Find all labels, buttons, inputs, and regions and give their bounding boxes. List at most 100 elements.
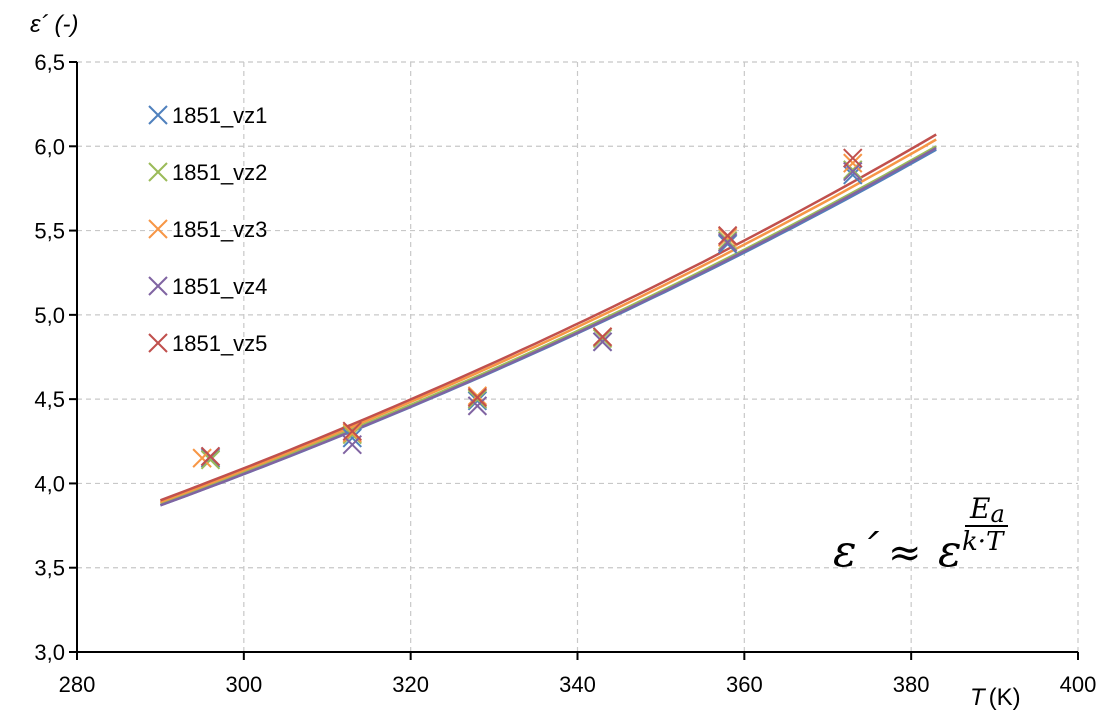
legend-item-1851_vz4: 1851_vz4 [148,274,267,299]
data-point-1851_vz5-stroke-b [467,387,488,408]
data-point-1851_vz2-stroke-b [342,424,362,445]
data-point-1851_vz5 [843,148,863,168]
data-point-1851_vz2 [717,230,738,251]
data-point-1851_vz5 [342,421,362,441]
legend-label: 1851_vz1 [172,103,267,128]
data-point-1851_vz1 [717,234,738,254]
x-tick-label: 340 [559,672,596,697]
y-tick-label: 5,5 [34,219,65,244]
data-point-1851_vz4-stroke-b [592,332,613,352]
formula-annotation: ε´ ≈ ε Ea k·T [833,492,1008,577]
formula-exp-numerator: Ea [969,492,1005,528]
legend-marker-1851_vz4-stroke-b [148,276,168,296]
data-point-1851_vz2 [200,450,221,470]
data-point-1851_vz5 [467,387,488,408]
axes [69,61,1079,660]
data-point-1851_vz3 [467,386,488,406]
fit-line-1851_vz5 [159,133,937,502]
data-point-1851_vz2-stroke-b [592,328,613,349]
legend-item-1851_vz2: 1851_vz2 [148,160,267,185]
fit-line-1851_vz3 [159,138,937,504]
data-point-1851_vz5 [200,446,221,467]
data-point-1851_vz4-stroke-b [717,232,738,253]
y-tick-label: 4,0 [34,471,65,496]
grid [77,61,1079,652]
data-point-1851_vz4 [592,332,613,352]
y-tick-label: 5,0 [34,303,65,328]
legend-label: 1851_vz2 [172,160,267,185]
legend-marker-1851_vz2 [148,162,168,182]
data-point-1851_vz5-stroke-b [717,225,738,246]
fit-line-1851_vz4 [159,146,937,507]
x-tick-label: 320 [392,672,429,697]
data-point-1851_vz1-stroke-b [717,234,738,254]
legend-marker-1851_vz4 [148,276,168,296]
data-point-1851_vz2 [592,328,613,349]
data-point-1851_vz3 [843,153,863,173]
x-tick-labels: 280 300 320 340 360 380 400 [59,672,1097,697]
y-tick-label: 6,5 [34,50,65,75]
formula-exp-denominator: k·T [962,527,1005,557]
data-point-1851_vz3-stroke-b [467,386,488,406]
data-point-1851_vz3 [717,227,738,248]
data-point-1851_vz5-stroke-b [342,421,362,441]
legend-label: 1851_vz4 [172,274,267,299]
y-tick-label: 3,0 [34,640,65,665]
x-axis-title: T (K) [970,684,1021,711]
data-point-1851_vz5-stroke-b [200,446,221,467]
data-point-1851_vz1-stroke-b [467,391,488,411]
x-tick-label: 380 [893,672,930,697]
data-point-1851_vz4-stroke-b [342,434,362,455]
data-point-1851_vz5-stroke-b [843,148,863,168]
formula-approx: ≈ [888,530,922,576]
data-point-1851_vz4 [717,232,738,253]
fit-line-1851_vz1 [159,148,937,507]
legend-item-1851_vz3: 1851_vz3 [148,217,267,242]
data-point-1851_vz3-stroke-b [843,153,863,173]
y-tick-label: 4,5 [34,387,65,412]
legend: 1851_vz1 1851_vz2 1851_vz3 1851_vz4 1851_vz5 [148,103,267,356]
data-point-1851_vz4 [467,396,488,416]
data-point-1851_vz1 [467,391,488,411]
y-axis-title: ε´ (-) [30,11,79,38]
legend-item-1851_vz1: 1851_vz1 [148,103,267,128]
x-tick-label: 400 [1060,672,1097,697]
formula-lhs: ε´ [833,526,880,577]
data-point-1851_vz1-stroke-b [200,448,221,468]
data-point-1851_vz3-stroke-b [717,227,738,248]
y-tick-labels: 3,0 3,5 4,0 4,5 5,0 5,5 6,0 6,5 [34,50,65,665]
data-point-1851_vz2-stroke-b [717,230,738,251]
data-point-1851_vz1 [342,428,362,448]
data-point-1851_vz2 [342,424,362,445]
legend-marker-1851_vz1-stroke-b [148,105,168,125]
data-point-1851_vz5 [717,225,738,246]
data-point-1851_vz3 [192,448,212,468]
legend-item-1851_vz5: 1851_vz5 [148,331,267,356]
data-point-1851_vz4-stroke-b [467,396,488,416]
legend-marker-1851_vz5 [148,333,168,353]
data-point-1851_vz2 [467,389,488,409]
x-tick-label: 280 [59,672,96,697]
legend-label: 1851_vz3 [172,217,267,242]
formula-base: ε [938,526,962,577]
x-tick-label: 360 [726,672,763,697]
data-point-1851_vz2-stroke-b [200,450,221,470]
legend-marker-1851_vz3-stroke-b [148,219,168,239]
data-point-1851_vz1 [200,448,221,468]
legend-marker-1851_vz2-stroke-b [148,162,168,182]
data-point-1851_vz4-stroke-b [843,161,863,182]
data-point-1851_vz5 [592,327,613,347]
data-point-1851_vz2-stroke-b [467,389,488,409]
fit-lines [159,133,937,507]
legend-marker-1851_vz5-stroke-b [148,333,168,353]
legend-marker-1851_vz1 [148,105,168,125]
data-point-1851_vz1-stroke-b [342,428,362,448]
data-points [192,148,863,470]
x-tick-label: 300 [225,672,262,697]
data-point-1851_vz4 [342,434,362,455]
data-point-1851_vz5-stroke-b [592,327,613,347]
legend-label: 1851_vz5 [172,331,267,356]
y-tick-label: 3,5 [34,556,65,581]
fit-line-1851_vz2 [159,145,937,505]
